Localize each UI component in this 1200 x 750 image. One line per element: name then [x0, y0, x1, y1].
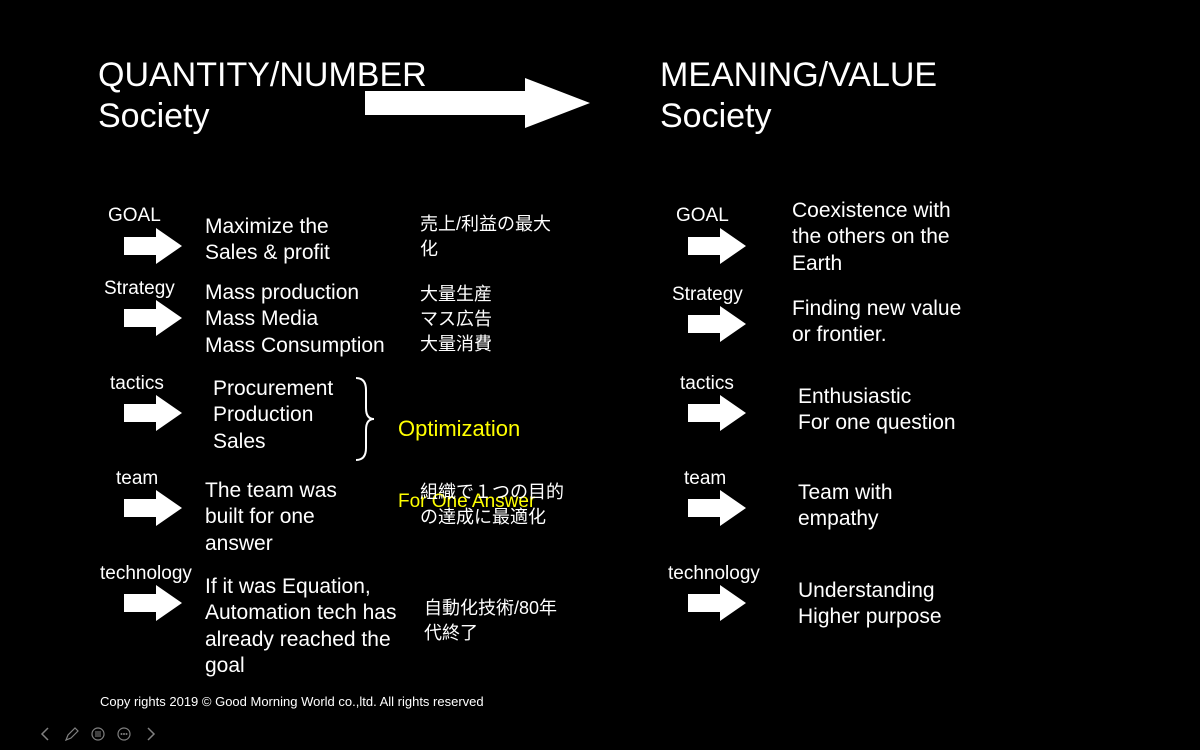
arrow-icon [688, 228, 746, 269]
right-row-text-goal: Coexistence with the others on the Earth [792, 198, 951, 277]
circle-1-icon[interactable] [88, 724, 108, 744]
presenter-toolbar [36, 724, 160, 744]
right-row-label-technology: technology [668, 563, 760, 585]
left-row-text-strategy: Mass production Mass Media Mass Consumpt… [205, 280, 385, 359]
left-row-label-strategy: Strategy [104, 278, 175, 300]
right-row-label-strategy: Strategy [672, 284, 743, 306]
left-row-jp-team: 組織で１つの目的 の達成に最適化 [420, 480, 564, 530]
pen-icon[interactable] [62, 724, 82, 744]
right-row-label-goal: GOAL [676, 205, 729, 227]
right-row-label-team: team [684, 468, 726, 490]
brace-icon [352, 376, 376, 467]
left-row-text-technology: If it was Equation, Automation tech has … [205, 574, 396, 679]
left-row-label-team: team [116, 468, 158, 490]
arrow-icon [688, 306, 746, 347]
arrow-icon [124, 228, 182, 269]
circle-2-icon[interactable] [114, 724, 134, 744]
arrow-icon [124, 300, 182, 341]
left-row-label-technology: technology [100, 563, 192, 585]
transition-arrow [365, 78, 590, 133]
arrow-icon [124, 585, 182, 626]
right-row-text-team: Team with empathy [798, 480, 893, 533]
right-row-text-tactics: Enthusiastic For one question [798, 384, 956, 437]
left-row-text-tactics: Procurement Production Sales [213, 376, 333, 455]
left-row-jp-technology: 自動化技術/80年 代終了 [424, 596, 557, 646]
left-row-text-team: The team was built for one answer [205, 478, 337, 557]
right-row-text-technology: Understanding Higher purpose [798, 578, 942, 631]
left-row-jp-goal: 売上/利益の最大 化 [420, 212, 551, 262]
nav-left-icon[interactable] [36, 724, 56, 744]
arrow-icon [124, 395, 182, 436]
right-heading: MEANING/VALUE Society [660, 55, 937, 137]
slide: QUANTITY/NUMBER Society MEANING/VALUE So… [0, 0, 1200, 750]
arrow-icon [124, 490, 182, 531]
arrow-icon [688, 490, 746, 531]
left-row-label-goal: GOAL [108, 205, 161, 227]
arrow-icon [688, 585, 746, 626]
left-row-text-goal: Maximize the Sales & profit [205, 214, 330, 267]
left-row-label-tactics: tactics [110, 373, 164, 395]
opt-line1: Optimization [398, 416, 520, 441]
right-row-text-strategy: Finding new value or frontier. [792, 296, 961, 349]
right-row-label-tactics: tactics [680, 373, 734, 395]
arrow-icon [688, 395, 746, 436]
copyright-text: Copy rights 2019 © Good Morning World co… [100, 694, 484, 709]
left-row-jp-strategy: 大量生産 マス広告 大量消費 [420, 282, 492, 358]
nav-right-icon[interactable] [140, 724, 160, 744]
